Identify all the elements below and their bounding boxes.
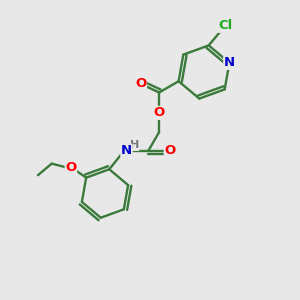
Text: N: N — [224, 56, 235, 69]
Text: O: O — [164, 144, 175, 157]
Text: H: H — [130, 140, 139, 150]
Text: O: O — [154, 106, 165, 119]
Text: O: O — [65, 160, 76, 173]
Text: Cl: Cl — [218, 19, 233, 32]
Text: O: O — [135, 76, 146, 90]
Text: N: N — [121, 144, 132, 157]
